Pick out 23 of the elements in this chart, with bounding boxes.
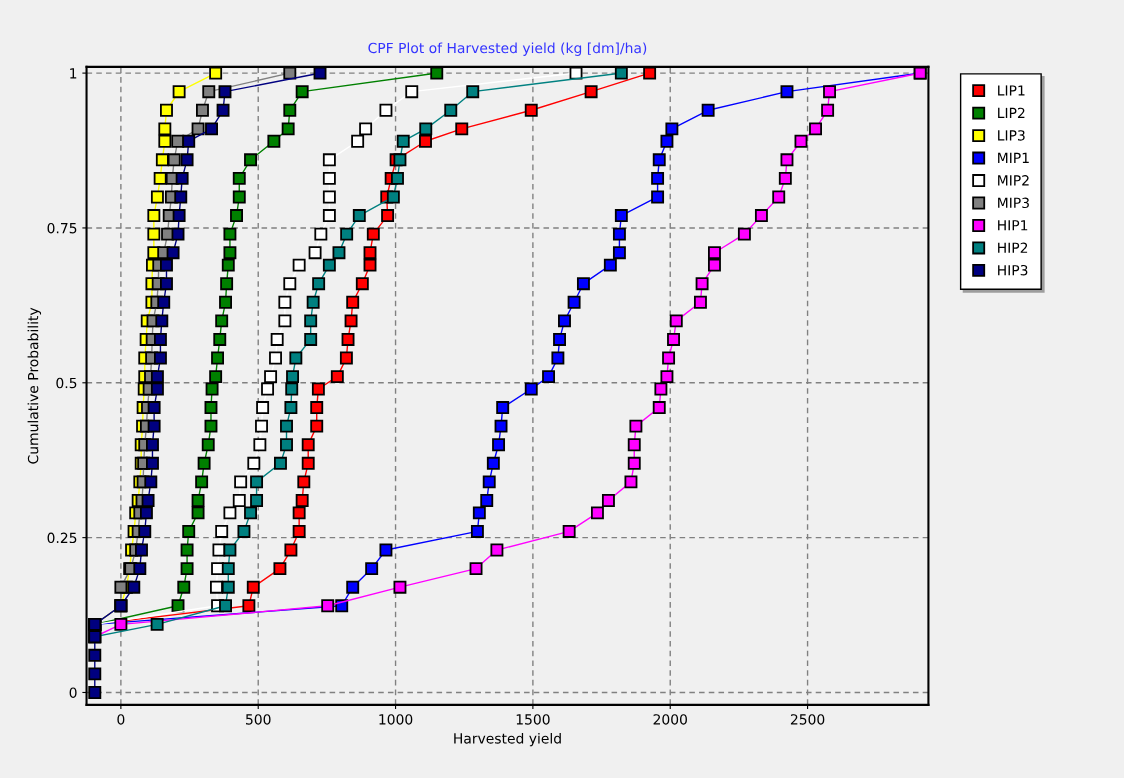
legend-label: LIP3 <box>998 130 1025 141</box>
y-tick-label: 0.5 <box>56 377 77 389</box>
legend-label: HIP3 <box>998 264 1028 276</box>
legend-label: MIP1 <box>998 152 1029 163</box>
y-axis-title: Cumulative Probability <box>27 307 42 464</box>
x-tick-label: 500 <box>246 714 271 725</box>
legend-label: HIP2 <box>998 242 1028 253</box>
chart-title: CPF Plot of Harvested yield (kg [dm]/ha) <box>368 42 647 56</box>
legend-label: LIP2 <box>998 107 1025 118</box>
y-tick-label: 0 <box>69 687 77 698</box>
x-tick-label: 0 <box>117 714 125 725</box>
y-tick-label: 0.75 <box>47 222 77 234</box>
y-tick-label: 0.25 <box>47 532 77 544</box>
legend-label: HIP1 <box>998 220 1028 231</box>
legend-label: MIP2 <box>998 175 1029 186</box>
legend-label: MIP3 <box>998 197 1029 209</box>
x-tick-label: 1000 <box>379 714 413 725</box>
y-tick-label: 1 <box>70 68 77 79</box>
x-tick-label: 2000 <box>653 714 687 725</box>
x-tick-label: 1500 <box>516 714 550 725</box>
x-tick-label: 2500 <box>790 714 825 725</box>
x-axis-title: Harvested yield <box>454 732 561 747</box>
legend-label: LIP1 <box>998 85 1025 96</box>
